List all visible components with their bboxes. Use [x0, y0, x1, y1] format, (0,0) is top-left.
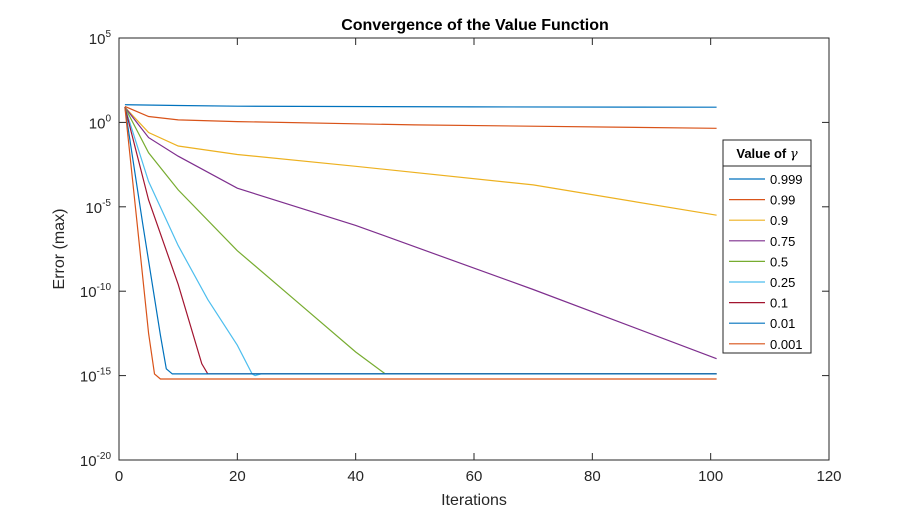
x-tick-label: 60 — [466, 468, 483, 485]
legend-entry-label: 0.999 — [770, 172, 803, 187]
legend-entry-label: 0.9 — [770, 213, 788, 228]
axis-ticks: 0 20 40 60 80 100 120 105 100 10-5 10-10 10-15 10-20 — [80, 29, 842, 485]
series-line-0-999 — [124, 104, 717, 108]
series-line-0-001 — [124, 107, 717, 380]
y-tick-label: 10-15 — [80, 367, 112, 386]
legend-box — [722, 139, 812, 354]
legend-entry-label: 0.01 — [770, 316, 795, 331]
y-tick-label: 100 — [89, 113, 112, 132]
legend-entry-label: 0.5 — [770, 254, 788, 269]
series-group — [124, 104, 717, 380]
series-line-0-9 — [124, 106, 717, 216]
y-tick-label: 10-20 — [80, 451, 112, 470]
legend-items: 0.999 0.99 0.9 0.75 0.5 0.25 0.1 0.01 0.001 — [729, 172, 803, 352]
x-tick-label: 120 — [816, 468, 841, 485]
series-line-0-75 — [124, 106, 717, 360]
series-line-0-99 — [124, 105, 717, 129]
plot-area — [118, 37, 830, 461]
x-tick-label: 100 — [698, 468, 723, 485]
x-tick-label: 20 — [229, 468, 246, 485]
legend: Value of γ 0.999 0.99 0.9 0.75 0.5 0.25 0.1 0.0… — [722, 139, 812, 354]
legend-title-prefix: Value of — [736, 146, 787, 161]
legend-entry-label: 0.75 — [770, 234, 795, 249]
legend-entry-label: 0.001 — [770, 337, 803, 352]
y-tick-label: 10-10 — [80, 282, 112, 301]
legend-entry-label: 0.25 — [770, 275, 795, 290]
series-line-0-01 — [124, 107, 717, 375]
legend-entry-label: 0.99 — [770, 193, 795, 208]
x-tick-label: 0 — [115, 468, 123, 485]
x-tick-label: 40 — [347, 468, 364, 485]
series-line-0-5 — [124, 106, 717, 375]
legend-title-symbol: γ — [790, 147, 798, 162]
legend-entry-label: 0.1 — [770, 296, 788, 311]
x-axis-label: Iterations — [441, 492, 507, 509]
chart-title: Convergence of the Value Function — [341, 17, 609, 34]
y-axis-label: Error (max) — [51, 209, 68, 290]
x-tick-label: 80 — [584, 468, 601, 485]
y-tick-label: 10-5 — [85, 198, 111, 217]
legend-title: Value of γ — [736, 146, 797, 162]
y-tick-label: 105 — [89, 29, 112, 48]
